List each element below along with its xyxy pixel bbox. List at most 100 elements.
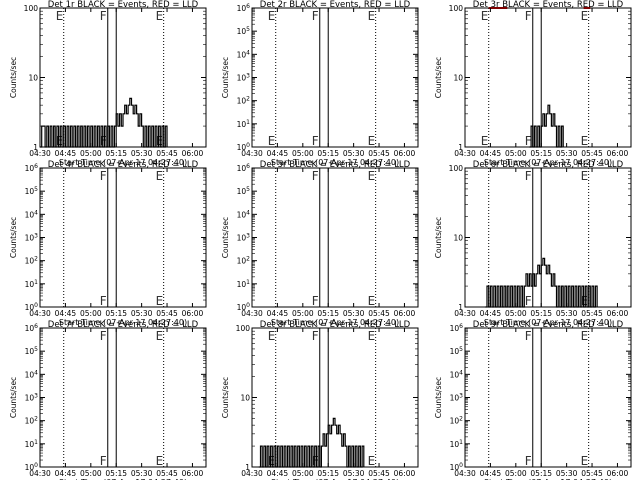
plot-frame [251,167,419,308]
y-tick-label: 100 [25,462,39,472]
x-axis-label: Start Time (07-Apr-17 04:27:40) [59,318,187,327]
y-tick-label: 101 [237,279,251,289]
x-tick-label: 04:45 [267,309,289,318]
panel-title: Det 5r BLACK = Events, RED = LLD [260,160,411,170]
y-tick-label: 105 [237,26,251,36]
y-axis-label: Counts/sec [221,57,230,98]
count-rate-series [258,417,365,468]
y-tick-label: 103 [25,233,39,243]
y-axis-label: Counts/sec [221,217,230,258]
x-tick-label: 05:30 [343,149,365,158]
detector-panel: Det 6r BLACK = Events, RED = LLDFFEE04:3… [434,160,632,327]
marker-label: E [581,294,589,308]
x-tick-label: 04:30 [241,309,263,318]
x-tick-label: 05:00 [292,469,314,478]
detector-panel: Det 4r BLACK = Events, RED = LLDFFEE04:3… [9,160,207,327]
x-axis-label: Start Time (07-Apr-17 04:27:40) [271,158,399,167]
marker-label: E [581,9,589,23]
x-tick-label: 05:30 [556,149,578,158]
x-tick-label: 05:15 [530,469,552,478]
marker-label: F [100,9,107,23]
x-tick-label: 04:45 [480,469,502,478]
marker-label: E [156,329,164,343]
y-axis-label: Counts/sec [9,217,18,258]
x-tick-label: 05:45 [368,149,390,158]
detector-panel: Det 7r BLACK = Events, RED = LLDFFEE04:3… [9,320,207,480]
x-tick-label: 05:00 [505,469,527,478]
x-tick-label: 05:15 [105,309,127,318]
x-tick-label: 05:30 [131,309,153,318]
marker-label: F [100,169,107,183]
x-tick-label: 04:30 [241,469,263,478]
x-axis-label: Start Time (07-Apr-17 04:27:40) [271,478,399,480]
marker-label: E [368,134,376,148]
x-tick-label: 06:00 [607,469,629,478]
panel-title: Det 9r BLACK = Events, RED = LLD [473,320,624,330]
x-tick-label: 05:45 [368,469,390,478]
x-tick-label: 05:00 [505,149,527,158]
x-tick-label: 05:45 [581,149,603,158]
x-tick-label: 06:00 [394,309,416,318]
y-tick-label: 1 [33,143,38,152]
x-tick-label: 05:00 [80,309,102,318]
marker-label: F [312,294,319,308]
x-tick-label: 06:00 [182,149,204,158]
y-tick-label: 105 [25,186,39,196]
marker-label: F [525,9,532,23]
x-tick-label: 05:00 [292,149,314,158]
y-tick-label: 100 [449,4,464,13]
marker-label: E [368,294,376,308]
marker-label: F [312,169,319,183]
plot-frame [464,327,632,468]
y-axis-label: Counts/sec [434,217,443,258]
count-rate-series [529,104,564,148]
y-tick-label: 102 [25,256,39,266]
x-tick-label: 05:15 [317,469,339,478]
y-tick-label: 106 [450,323,464,333]
marker-label: F [525,134,532,148]
marker-label: F [525,329,532,343]
x-tick-label: 04:45 [267,469,289,478]
x-tick-label: 04:45 [480,149,502,158]
y-tick-label: 101 [25,279,39,289]
y-tick-label: 105 [25,346,39,356]
x-axis-label: Start Time (07-Apr-17 04:27:40) [59,158,187,167]
panel-title: Det 2r BLACK = Events, RED = LLD [260,0,411,10]
x-tick-label: 05:00 [80,149,102,158]
marker-label: E [56,9,64,23]
plot-frame [464,7,632,148]
marker-label: E [368,169,376,183]
y-tick-label: 10 [28,74,38,83]
y-tick-label: 106 [25,163,39,173]
y-tick-label: 105 [450,346,464,356]
marker-label: E [156,454,164,468]
marker-label: F [312,329,319,343]
x-tick-label: 05:30 [343,469,365,478]
x-tick-label: 04:45 [55,469,77,478]
panel-title: Det 7r BLACK = Events, RED = LLD [48,320,199,330]
detector-panel: Det 3r BLACK = Events, RED = LLDEEFFEE04… [434,0,632,167]
y-tick-label: 101 [450,439,464,449]
x-tick-label: 04:30 [454,149,476,158]
x-tick-label: 05:45 [581,309,603,318]
x-tick-label: 05:30 [131,469,153,478]
y-tick-label: 1 [458,143,463,152]
marker-label: E [581,134,589,148]
y-tick-label: 10 [453,234,463,243]
x-tick-label: 06:00 [394,149,416,158]
marker-label: E [581,454,589,468]
x-tick-label: 04:30 [29,309,51,318]
y-axis-label: Counts/sec [434,57,443,98]
y-tick-label: 101 [237,119,251,129]
y-axis-label: Counts/sec [434,377,443,418]
x-tick-label: 04:45 [55,149,77,158]
x-tick-label: 04:30 [241,149,263,158]
marker-label: E [268,9,276,23]
y-tick-label: 100 [236,324,251,333]
marker-label: F [100,454,107,468]
detector-panel: Det 2r BLACK = Events, RED = LLDEEFFEE04… [221,0,419,167]
y-tick-label: 103 [450,393,464,403]
marker-label: F [312,9,319,23]
panel-title: Det 1r BLACK = Events, RED = LLD [48,0,199,10]
panel-title: Det 4r BLACK = Events, RED = LLD [48,160,199,170]
